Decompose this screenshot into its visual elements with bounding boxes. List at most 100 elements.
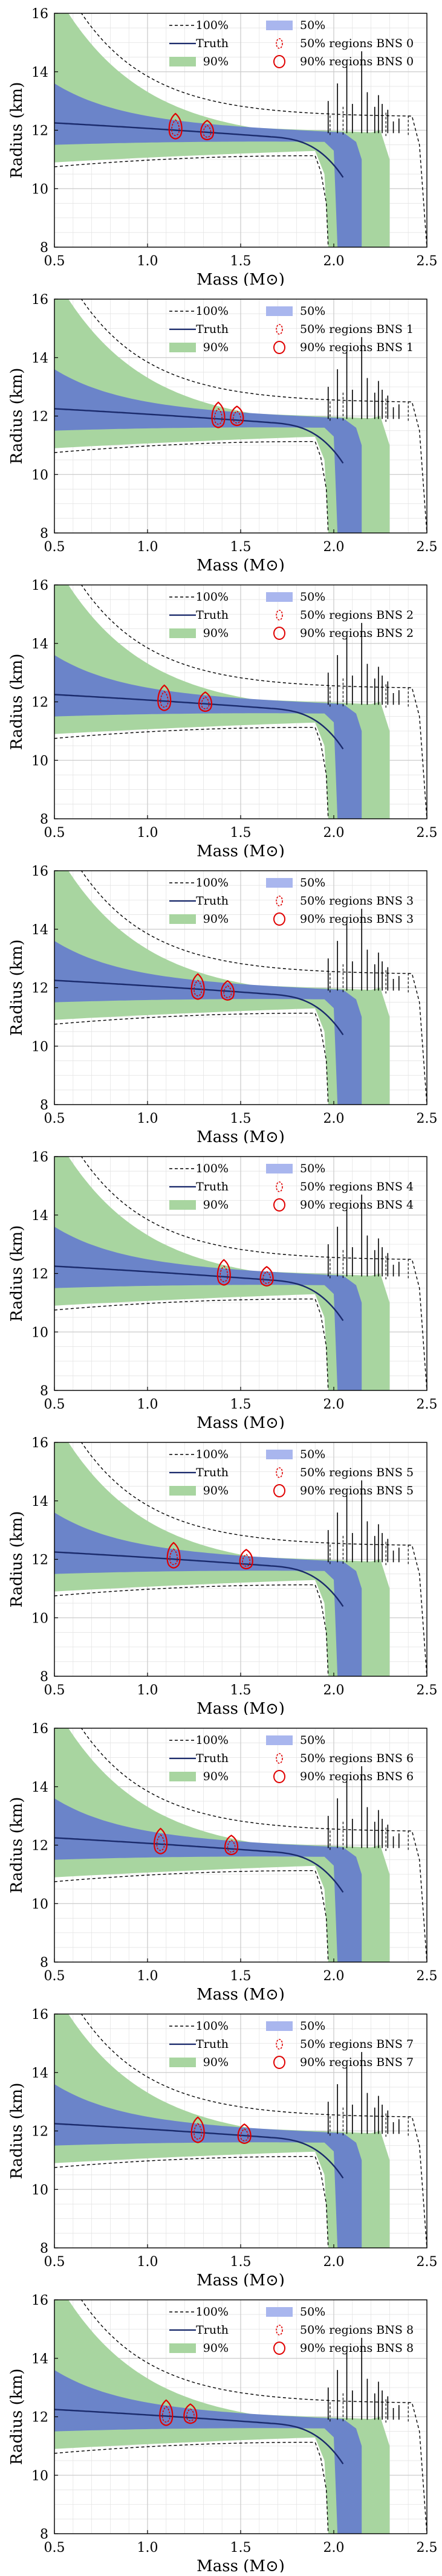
contour-50 — [242, 1554, 251, 1567]
mass-radius-chart: 0.5 1.0 1.5 2.0 2.5 8 10 12 14 16 Mass (M⊙) Radius … — [8, 292, 438, 572]
y-axis-label: Radius (km) — [8, 1797, 26, 1894]
contour-90 — [190, 2116, 205, 2143]
x-tick-label: 0.5 — [44, 1397, 65, 1412]
y-tick-label: 14 — [31, 1780, 48, 1795]
contour-50 — [201, 696, 210, 709]
band-50 — [54, 1227, 362, 1390]
legend: 100% Truth 90% 50% 50% regions BNS 0 90% regi… — [169, 19, 414, 68]
y-tick-label: 10 — [31, 1325, 48, 1340]
plot-content — [54, 299, 427, 533]
truth-curve — [54, 2409, 344, 2465]
y-tick-label: 8 — [40, 1384, 48, 1399]
y-tick-label: 10 — [31, 1039, 48, 1054]
x-axis-label: Mass (M⊙) — [197, 2271, 285, 2287]
band-50 — [54, 941, 362, 1105]
legend-label-90: 90% — [203, 2342, 229, 2355]
legend-label-90: 90% — [203, 341, 229, 354]
legend-label-contour-50: 50% regions BNS 0 — [300, 37, 414, 50]
band-50 — [54, 2084, 362, 2248]
y-tick-label: 8 — [40, 1955, 48, 1971]
legend: 100% Truth 90% 50% 50% regions BNS 1 90% regi… — [169, 305, 414, 354]
legend-swatch-contour-90 — [273, 2056, 285, 2069]
y-tick-label: 8 — [40, 1670, 48, 1685]
contour-90 — [154, 1827, 168, 1855]
legend-label-100: 100% — [196, 1162, 229, 1175]
truth-curve — [54, 1837, 344, 1893]
legend-label-contour-50: 50% regions BNS 2 — [300, 608, 414, 622]
x-tick-label: 1.0 — [137, 825, 158, 841]
x-tick-label: 2.5 — [417, 2255, 438, 2270]
bound-100-upper — [80, 2300, 427, 2534]
y-axis-label: Radius (km) — [8, 654, 26, 751]
bound-100-lower — [54, 1870, 329, 1962]
y-tick-label: 16 — [31, 2007, 48, 2022]
x-tick-label: 2.5 — [417, 540, 438, 555]
truth-curve — [54, 1551, 344, 1607]
legend-swatch-50 — [266, 2307, 293, 2317]
x-tick-label: 0.5 — [44, 825, 65, 841]
legend-label-truth: Truth — [196, 894, 229, 908]
legend-label-50: 50% — [300, 876, 325, 889]
contour-50 — [223, 985, 232, 998]
y-tick-label: 14 — [31, 923, 48, 938]
band-50 — [54, 1798, 362, 1962]
x-tick-label: 2.5 — [417, 1397, 438, 1412]
legend: 100% Truth 90% 50% 50% regions BNS 2 90% regi… — [169, 590, 414, 640]
legend-label-contour-90: 90% regions BNS 2 — [300, 627, 414, 640]
y-tick-label: 10 — [31, 182, 48, 197]
bound-100-lower — [54, 727, 329, 819]
y-tick-label: 12 — [31, 410, 48, 425]
contour-90 — [239, 1549, 253, 1570]
mass-radius-chart: 0.5 1.0 1.5 2.0 2.5 8 10 12 14 16 Mass (M⊙) Radius … — [8, 2007, 438, 2287]
y-tick-label: 12 — [31, 1267, 48, 1282]
legend-label-100: 100% — [196, 2019, 229, 2033]
legend-swatch-90 — [169, 2058, 196, 2067]
y-tick-label: 10 — [31, 2183, 48, 2198]
y-axis-label: Radius (km) — [8, 2083, 26, 2180]
y-axis-label: Radius (km) — [8, 368, 26, 465]
legend-label-100: 100% — [196, 305, 229, 318]
legend-swatch-contour-50 — [276, 324, 283, 335]
bound-100-upper — [80, 299, 427, 533]
y-axis-label: Radius (km) — [8, 82, 26, 179]
legend-swatch-50 — [266, 2021, 293, 2031]
y-tick-label: 8 — [40, 1098, 48, 1113]
contour-90 — [220, 980, 235, 1001]
plot-content — [54, 1157, 427, 1390]
y-tick-label: 12 — [31, 2125, 48, 2140]
legend-swatch-90 — [169, 914, 196, 924]
legend-label-contour-90: 90% regions BNS 4 — [300, 1198, 414, 1212]
x-tick-label: 0.5 — [44, 1969, 65, 1984]
truth-curve — [54, 408, 344, 464]
legend-swatch-contour-50 — [276, 38, 283, 49]
y-tick-label: 8 — [40, 2527, 48, 2542]
legend-label-100: 100% — [196, 19, 229, 32]
bound-100-lower — [54, 155, 329, 247]
plot-content — [54, 13, 427, 247]
legend: 100% Truth 90% 50% 50% regions BNS 6 90% regi… — [169, 1734, 414, 1783]
bound-100-lower — [54, 441, 329, 533]
x-tick-label: 1.5 — [230, 1397, 252, 1412]
contour-50 — [227, 1839, 236, 1853]
x-axis-label: Mass (M⊙) — [197, 271, 285, 286]
legend-swatch-contour-50 — [276, 2039, 283, 2050]
contour-90 — [216, 1259, 231, 1286]
band-50 — [54, 83, 362, 247]
x-tick-label: 1.5 — [230, 254, 252, 269]
bound-100-upper — [80, 871, 427, 1105]
contour-90 — [237, 2123, 252, 2144]
legend-swatch-50 — [266, 21, 293, 30]
x-tick-label: 1.0 — [137, 1969, 158, 1984]
x-tick-label: 2.0 — [323, 2540, 345, 2555]
contour-50 — [186, 2408, 195, 2421]
contour-50 — [161, 2406, 171, 2423]
y-tick-label: 10 — [31, 1897, 48, 1912]
legend-swatch-contour-90 — [273, 2342, 285, 2355]
legend-swatch-contour-90 — [273, 1484, 285, 1497]
x-tick-label: 2.5 — [417, 1111, 438, 1126]
contour-50 — [160, 691, 169, 708]
plot-content — [54, 1442, 427, 1676]
contour-90 — [190, 973, 205, 1000]
contour-50 — [219, 1265, 229, 1282]
legend-label-truth: Truth — [196, 608, 229, 622]
